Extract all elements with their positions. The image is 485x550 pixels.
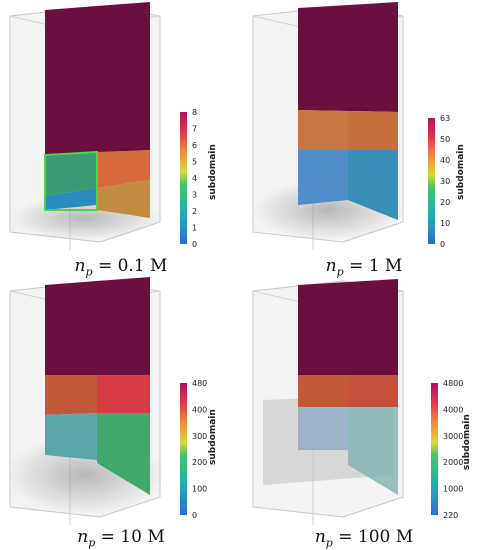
caption-1m: np = 1 M [325, 256, 403, 279]
caption-100m: np = 100 M [314, 527, 414, 550]
colorbar-tick: 1000 [443, 485, 463, 494]
svg-text:subdomain: subdomain [462, 414, 472, 470]
render-100m: 220 1000 2000 3000 4000 4800 subdomain [252, 279, 472, 525]
colorbar-tick: 7 [192, 125, 197, 134]
colorbar-tick: 4000 [443, 405, 463, 414]
colorbar-tick: 8 [192, 108, 197, 117]
caption-0p1m: np = 0.1 M [74, 256, 168, 279]
colorbar-tick: 200 [192, 458, 207, 467]
colorbar-tick: 40 [440, 156, 450, 165]
colorbar-tick: 220 [443, 511, 458, 520]
colorbar-tick: 0 [440, 240, 445, 249]
colorbar-tick: 3 [192, 191, 197, 200]
colorbar-tick: 6 [192, 141, 197, 150]
render-0p1m: 0 1 2 3 4 5 6 7 8 subdomain [9, 2, 218, 250]
colorbar-tick: 63 [440, 114, 450, 123]
colorbar-title: subdomain [208, 144, 218, 200]
colorbar-tick: 100 [192, 485, 207, 494]
colorbar-tick: 30 [440, 177, 450, 186]
colorbar-tick: 2000 [443, 458, 463, 467]
colorbar-tick: 50 [440, 135, 450, 144]
caption-10m: np = 10 M [77, 527, 165, 550]
panel-100m: 220 1000 2000 3000 4000 4800 subdomain np = 1… [243, 275, 485, 550]
colorbar-tick: 2 [192, 207, 197, 216]
colorbar-tick: 400 [192, 405, 207, 414]
colorbar-tick: 3000 [443, 432, 463, 441]
panel-0p1m: 0 1 2 3 4 5 6 7 8 subdomain np = 0.1 M [0, 0, 242, 279]
colorbar-tick: 4 [192, 174, 197, 183]
slice-top [45, 2, 150, 155]
render-10m: 0 100 200 300 400 480 subdomain [5, 277, 218, 525]
svg-text:subdomain: subdomain [208, 409, 218, 465]
render-1m: 0 10 20 30 40 50 63 subdomain [252, 2, 466, 250]
panel-1m: 0 10 20 30 40 50 63 subdomain np = 1 M [243, 0, 485, 279]
colorbar-tick: 0 [192, 511, 197, 520]
panel-10m: 0 100 200 300 400 480 subdomain np = 10 M [0, 275, 242, 550]
colorbar-tick: 20 [440, 198, 450, 207]
colorbar-tick: 5 [192, 158, 197, 167]
colorbar-tick: 0 [192, 240, 197, 249]
colorbar-tick: 4800 [443, 379, 463, 388]
colorbar-tick: 300 [192, 432, 207, 441]
colorbar-tick: 10 [440, 219, 450, 228]
svg-text:subdomain: subdomain [456, 144, 466, 200]
colorbar-tick: 480 [192, 379, 207, 388]
colorbar-tick: 1 [192, 224, 197, 233]
colorbar [180, 112, 187, 244]
